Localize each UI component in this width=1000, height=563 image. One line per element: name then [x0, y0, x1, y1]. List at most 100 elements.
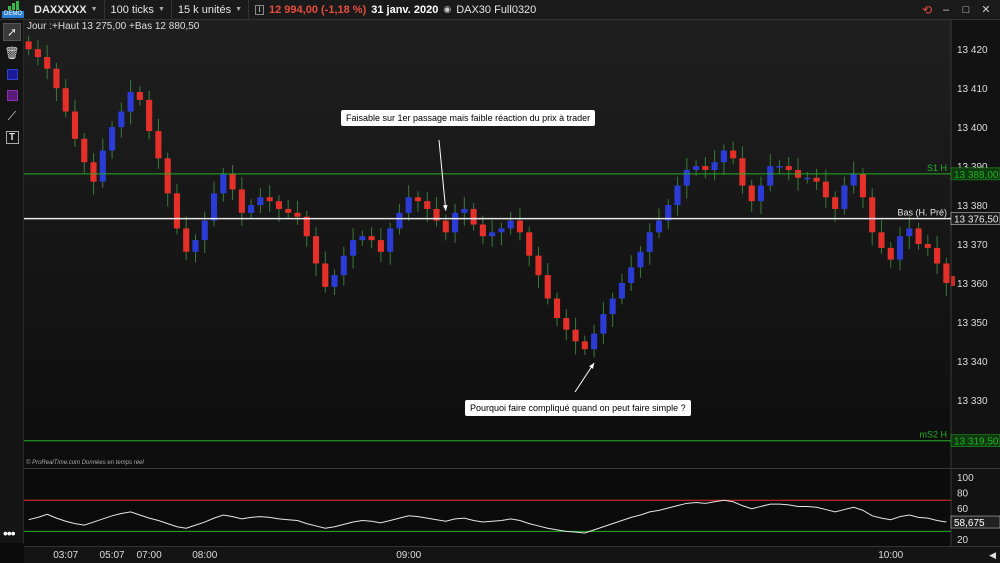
close-icon[interactable]: ✕: [981, 4, 991, 16]
candle[interactable]: [220, 173, 227, 194]
candle[interactable]: [850, 173, 857, 186]
candle[interactable]: [609, 298, 616, 315]
candle[interactable]: [498, 228, 505, 233]
price-chart[interactable]: 13 420 13 410 13 400 13 390 13 380 13 370 13 3…: [24, 20, 1000, 468]
candle[interactable]: [387, 228, 394, 252]
candle[interactable]: [720, 150, 727, 163]
candle[interactable]: [618, 282, 625, 299]
candle[interactable]: [572, 329, 579, 342]
oscillator-panel[interactable]: 1008060402058,675: [24, 468, 1000, 547]
units-selector[interactable]: 15 k unités ▼: [172, 0, 250, 20]
candle[interactable]: [887, 247, 894, 260]
candle[interactable]: [776, 166, 783, 168]
candle[interactable]: [822, 181, 829, 198]
candle[interactable]: [118, 111, 125, 128]
candle[interactable]: [201, 220, 208, 241]
candle[interactable]: [109, 127, 116, 151]
candle[interactable]: [229, 173, 236, 190]
candle[interactable]: [275, 201, 282, 209]
candle[interactable]: [581, 341, 588, 350]
candle[interactable]: [813, 177, 820, 182]
instrument-selector[interactable]: DAXXXXX ▼: [28, 0, 105, 20]
purple-square-icon[interactable]: [3, 86, 21, 104]
candle[interactable]: [832, 197, 839, 209]
candle[interactable]: [303, 216, 310, 237]
annotation-top[interactable]: Faisable sur 1er passage mais faible réa…: [341, 110, 596, 126]
candle[interactable]: [516, 220, 524, 233]
candle[interactable]: [136, 92, 143, 100]
candle[interactable]: [350, 240, 357, 256]
candle[interactable]: [563, 318, 570, 330]
candle[interactable]: [637, 251, 644, 268]
line-tool-icon[interactable]: ⟋: [7, 108, 17, 123]
cursor-icon[interactable]: ➚: [3, 23, 21, 41]
candle[interactable]: [294, 212, 301, 217]
candle[interactable]: [683, 169, 690, 186]
candle[interactable]: [62, 88, 69, 112]
scroll-right-icon[interactable]: ◀: [989, 550, 996, 560]
candle[interactable]: [377, 240, 384, 252]
candle[interactable]: [173, 193, 181, 229]
candle[interactable]: [442, 220, 449, 233]
candle[interactable]: [210, 193, 218, 221]
annotation-bottom[interactable]: Pourquoi faire compliqué quand on peut f…: [465, 400, 691, 416]
maximize-icon[interactable]: □: [962, 3, 970, 16]
candle[interactable]: [489, 232, 496, 237]
candle[interactable]: [470, 208, 477, 225]
candle[interactable]: [804, 177, 811, 180]
candle[interactable]: [915, 228, 922, 244]
candle[interactable]: [711, 162, 718, 170]
candle[interactable]: [841, 185, 848, 209]
candle[interactable]: [155, 131, 162, 159]
candle[interactable]: [655, 220, 663, 233]
candle[interactable]: [507, 220, 514, 229]
candle[interactable]: [127, 92, 134, 112]
candle[interactable]: [25, 41, 32, 50]
minimize-icon[interactable]: –: [942, 3, 950, 16]
blue-square-icon[interactable]: [3, 65, 21, 83]
candle[interactable]: [433, 208, 440, 221]
candle[interactable]: [34, 49, 41, 58]
candle[interactable]: [461, 208, 468, 213]
candle[interactable]: [693, 166, 700, 170]
oscillator-chart[interactable]: 1008060402058,675: [24, 469, 1000, 547]
candle[interactable]: [257, 197, 264, 206]
candle[interactable]: [859, 173, 866, 198]
candle[interactable]: [164, 158, 171, 194]
candle[interactable]: [238, 189, 245, 213]
candle[interactable]: [785, 166, 792, 170]
candle[interactable]: [312, 236, 320, 264]
candle[interactable]: [739, 158, 746, 186]
candle[interactable]: [368, 236, 375, 241]
candle[interactable]: [730, 150, 737, 159]
candle[interactable]: [405, 197, 412, 213]
candle[interactable]: [451, 212, 459, 233]
osc-axis[interactable]: [951, 469, 1000, 547]
candle[interactable]: [479, 224, 486, 237]
candle[interactable]: [591, 333, 598, 350]
candle[interactable]: [248, 205, 255, 213]
price-axis[interactable]: [951, 20, 1000, 468]
candle[interactable]: [53, 68, 60, 89]
candle[interactable]: [757, 185, 765, 202]
candle[interactable]: [702, 166, 709, 170]
candle[interactable]: [767, 166, 774, 186]
candlestick-chart[interactable]: 13 420 13 410 13 400 13 390 13 380 13 370 13 3…: [24, 20, 1000, 468]
candle[interactable]: [424, 201, 431, 209]
more-icon[interactable]: •••: [3, 525, 16, 541]
candle[interactable]: [896, 236, 904, 260]
candle[interactable]: [183, 228, 190, 252]
candle[interactable]: [906, 228, 913, 237]
candle[interactable]: [99, 150, 106, 182]
time-axis[interactable]: 03:07 05:07 07:00 08:00 09:00 10:00 ◀: [24, 546, 1000, 563]
candle[interactable]: [331, 275, 338, 287]
candle[interactable]: [71, 111, 79, 139]
osc-line[interactable]: [28, 499, 947, 534]
info-icon[interactable]: ı: [255, 4, 265, 15]
candle[interactable]: [628, 267, 635, 283]
candle[interactable]: [266, 197, 273, 202]
sync-icon[interactable]: ⟲: [921, 2, 932, 17]
candle[interactable]: [665, 205, 672, 221]
candle[interactable]: [192, 240, 199, 252]
timeframe-selector[interactable]: 100 ticks ▼: [105, 0, 172, 20]
